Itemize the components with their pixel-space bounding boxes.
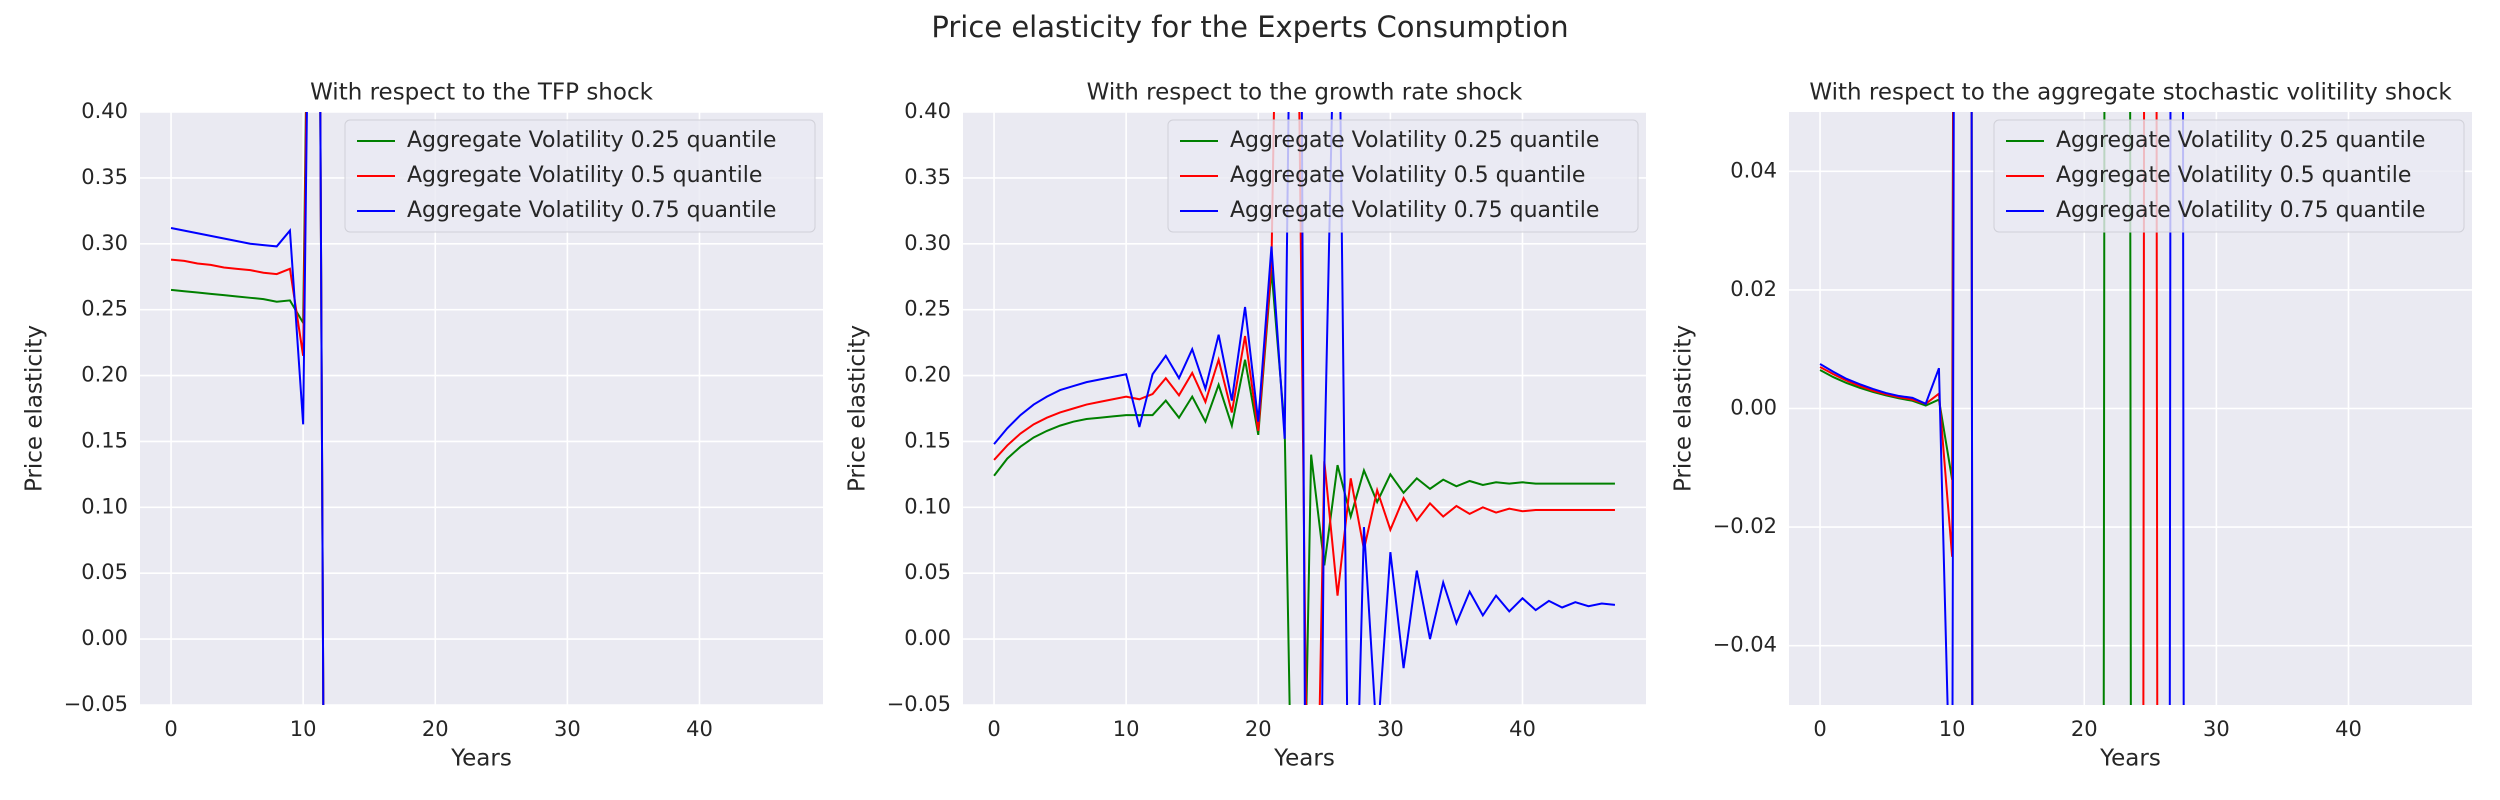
subplot-title: With respect to the TFP shock [310, 80, 654, 106]
data-line [1819, 112, 2185, 705]
x-tick-label: 40 [1509, 717, 1536, 741]
y-tick-label: −0.05 [64, 692, 128, 716]
y-tick-label: 0.40 [81, 99, 128, 123]
legend-label: Aggregate Volatility 0.25 quantile [1230, 128, 1599, 153]
y-tick-label: 0.05 [904, 560, 951, 584]
y-tick-label: 0.30 [81, 231, 128, 255]
y-tick-label: 0.10 [81, 494, 128, 518]
y-axis-label: Price elasticity [1671, 325, 1697, 492]
y-tick-label: 0.30 [904, 231, 951, 255]
subplot-title: With respect to the growth rate shock [1087, 80, 1523, 106]
y-tick-label: 0.15 [904, 428, 951, 452]
x-tick-label: 0 [1813, 717, 1826, 741]
y-axis-label: Price elasticity [22, 325, 48, 492]
legend-label: Aggregate Volatility 0.75 quantile [1230, 198, 1599, 223]
y-tick-label: 0.25 [81, 297, 128, 321]
y-tick-label: 0.05 [81, 560, 128, 584]
data-line [1819, 112, 2132, 705]
y-tick-label: −0.02 [1713, 514, 1777, 538]
legend-label: Aggregate Volatility 0.5 quantile [2056, 163, 2411, 188]
legend-label: Aggregate Volatility 0.75 quantile [2056, 198, 2425, 223]
x-axis-label: Years [450, 746, 512, 772]
data-line [993, 112, 1616, 705]
data-line [1819, 112, 2159, 705]
y-tick-label: 0.35 [904, 165, 951, 189]
x-axis-label: Years [1273, 746, 1335, 772]
y-tick-label: 0.00 [81, 626, 128, 650]
x-tick-label: 40 [686, 717, 713, 741]
y-tick-label: 0.20 [904, 363, 951, 387]
y-tick-label: 0.40 [904, 99, 951, 123]
y-tick-label: 0.35 [81, 165, 128, 189]
x-axis-label: Years [2099, 746, 2161, 772]
subplot: 0 10 20 30 40 −0.04 −0.02 0.00 0.02 0.04 With resp… [1671, 80, 2472, 772]
legend: Aggregate Volatility 0.25 quantile Aggreg… [1167, 119, 1639, 233]
legend-box [1167, 119, 1639, 233]
x-tick-label: 30 [2203, 717, 2230, 741]
y-tick-label: 0.04 [1730, 158, 1777, 182]
x-tick-label: 10 [290, 717, 317, 741]
figure-title: Price elasticity for the Experts Consump… [931, 10, 1568, 44]
y-axis-label: Price elasticity [845, 325, 871, 492]
legend: Aggregate Volatility 0.25 quantile Aggreg… [1993, 119, 2465, 233]
legend-label: Aggregate Volatility 0.25 quantile [2056, 128, 2425, 153]
y-tick-label: −0.04 [1713, 633, 1777, 657]
legend-box [1993, 119, 2465, 233]
x-tick-label: 10 [1113, 717, 1140, 741]
subplot: 0 10 20 30 40 −0.05 0.00 0.05 0.10 0.15 0.20 0.25 0.… [22, 80, 823, 772]
subplot: 0 10 20 30 40 −0.05 0.00 0.05 0.10 0.15 0.20 0.25 0.… [845, 80, 1646, 772]
x-tick-label: 0 [164, 717, 177, 741]
data-line [993, 270, 1615, 705]
y-tick-label: 0.20 [81, 363, 128, 387]
data-line [170, 112, 325, 705]
y-tick-label: −0.05 [887, 692, 951, 716]
y-tick-label: 0.15 [81, 428, 128, 452]
y-tick-label: 0.02 [1730, 277, 1777, 301]
x-tick-label: 40 [2335, 717, 2362, 741]
legend: Aggregate Volatility 0.25 quantile Aggreg… [344, 119, 816, 233]
y-tick-label: 0.10 [904, 494, 951, 518]
y-tick-label: 0.25 [904, 297, 951, 321]
legend-label: Aggregate Volatility 0.5 quantile [1230, 163, 1585, 188]
x-tick-label: 20 [2071, 717, 2098, 741]
x-tick-label: 10 [1939, 717, 1966, 741]
y-tick-label: 0.00 [1730, 396, 1777, 420]
x-tick-label: 30 [1377, 717, 1404, 741]
x-tick-label: 20 [422, 717, 449, 741]
legend-box [344, 119, 816, 233]
legend-label: Aggregate Volatility 0.25 quantile [407, 128, 776, 153]
legend-label: Aggregate Volatility 0.5 quantile [407, 163, 762, 188]
subplot-title: With respect to the aggregate stochastic… [1809, 80, 2452, 106]
x-tick-label: 30 [554, 717, 581, 741]
x-tick-label: 0 [987, 717, 1000, 741]
y-tick-label: 0.00 [904, 626, 951, 650]
legend-label: Aggregate Volatility 0.75 quantile [407, 198, 776, 223]
x-tick-label: 20 [1245, 717, 1272, 741]
